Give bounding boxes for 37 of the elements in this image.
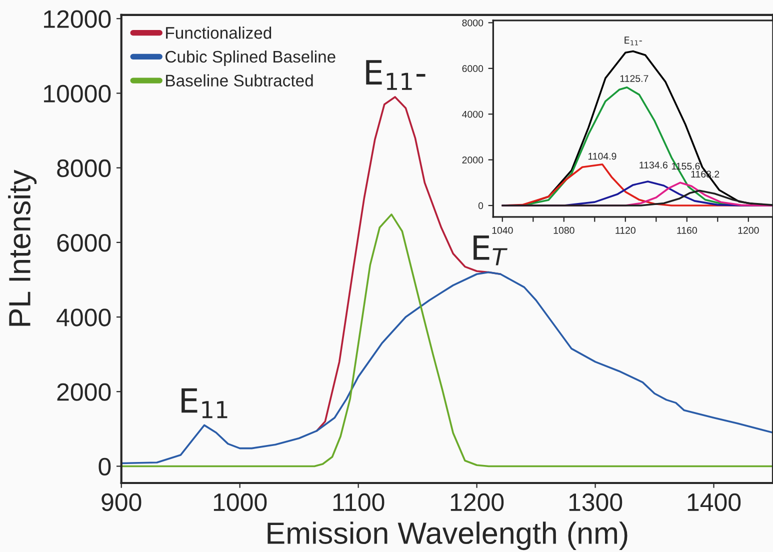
annotation: 1134.6 (640, 162, 668, 168)
legend-label: Baseline Subtracted (166, 74, 313, 87)
x-tick-label: 1040 (492, 226, 513, 234)
x-axis-title: Emission Wavelength (nm) (268, 522, 628, 550)
y-tick-label: 12000 (44, 10, 111, 28)
y-tick-label: 6000 (462, 65, 484, 72)
y-tick-label: 2000 (462, 156, 484, 164)
x-tick-label: 1100 (333, 493, 384, 512)
annotation: E$_{11}$- (624, 36, 642, 46)
legend-label: Functionalized (166, 26, 272, 39)
annotation: 1104.9 (588, 152, 616, 160)
x-tick-label: 1080 (554, 226, 574, 234)
x-tick-label: 900 (102, 493, 142, 512)
legend-label: Cubic Splined Baseline (166, 50, 336, 66)
y-tick-label: 4000 (462, 110, 484, 118)
y-tick-label: 0 (98, 458, 111, 476)
annotation: E$_{11}$ (182, 388, 228, 418)
y-tick-label: 6000 (57, 234, 111, 252)
x-tick-label: 1400 (688, 493, 741, 512)
y-tick-label: 0 (478, 202, 484, 210)
annotation: 1125.7 (620, 75, 648, 82)
x-tick-label: 1300 (569, 493, 622, 512)
y-tick-label: 4000 (56, 308, 111, 326)
annotation: E$_{T}$ (474, 235, 508, 266)
y-tick-label: 8000 (57, 159, 111, 178)
line-series (121, 214, 773, 468)
y-tick-label: 8000 (462, 19, 484, 26)
x-tick-label: 1120 (616, 226, 636, 234)
y-tick-label: 10000 (44, 84, 111, 103)
annotation: E$_{11}$- (366, 60, 426, 90)
x-tick-label: 1200 (450, 493, 504, 512)
line-series (121, 271, 773, 464)
y-tick-label: 2000 (57, 383, 111, 401)
x-tick-label: 1160 (677, 226, 697, 234)
y-axis-title: PL Intensity (8, 170, 37, 326)
x-tick-label: 1200 (738, 226, 759, 234)
x-tick-label: 1000 (214, 493, 267, 512)
